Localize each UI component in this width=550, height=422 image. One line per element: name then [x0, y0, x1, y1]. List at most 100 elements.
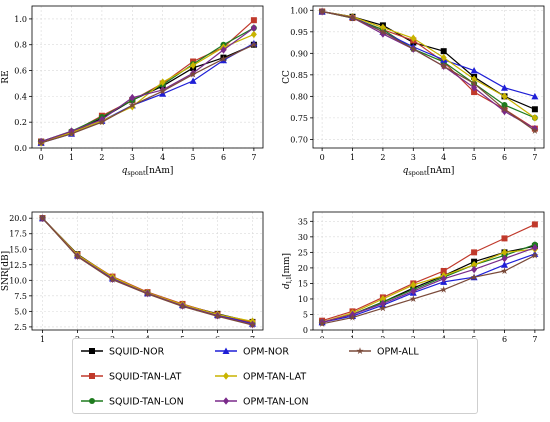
data-point-opm-all [409, 45, 417, 53]
legend-marker [222, 347, 230, 354]
series-line-opm-tan-lon [40, 27, 255, 143]
x-tick-label: 0 [39, 153, 44, 162]
y-tick-label: 0.6 [14, 67, 27, 76]
y-tick-label: 1.00 [290, 6, 308, 15]
series-line-opm-all [321, 254, 536, 325]
series-line-opm-tan-lat [40, 33, 255, 144]
series-opm-all [38, 214, 257, 329]
series-group [318, 221, 539, 327]
series-line-opm-tan-lon [321, 247, 536, 323]
y-tick-label: 0.8 [14, 41, 27, 50]
data-point-opm-all [248, 321, 257, 329]
series-group [37, 17, 258, 147]
data-point-squid-tan-lat [471, 249, 478, 256]
x-tick-label: 3 [411, 153, 416, 162]
y-tick-label: 0.2 [14, 118, 27, 127]
series-opm-nor [318, 8, 539, 100]
y-tick-label: 17.5 [9, 230, 27, 239]
y-tick-label: 5 [303, 310, 308, 319]
data-point-opm-all [159, 87, 167, 95]
y-tick-label: 7.5 [14, 292, 27, 301]
data-point-squid-tan-lat [501, 235, 508, 242]
series-line-opm-tan-lat [321, 248, 535, 323]
legend-entry: SQUID-TAN-LON [81, 397, 184, 408]
data-point-squid-tan-lon [501, 101, 508, 108]
series-line-squid-tan-lat [321, 223, 536, 322]
x-tick-label: 2 [380, 153, 385, 162]
series-squid-tan-lat [38, 17, 257, 145]
data-point-opm-all [500, 267, 509, 275]
data-point-opm-tan-lat [250, 30, 257, 39]
y-tick-label: 0 [303, 326, 308, 335]
y-tick-label: 15 [298, 279, 308, 288]
legend-marker [223, 372, 229, 380]
legend-marker [89, 398, 95, 404]
data-point-opm-tan-lat [379, 295, 386, 303]
data-point-opm-tan-lat [440, 53, 447, 62]
data-point-opm-all [250, 40, 258, 48]
series-opm-all [37, 40, 258, 146]
legend-marker [89, 373, 95, 379]
legend-svg: SQUID-NOR SQUID-TAN-LAT SQUID-TAN-LON OPM-N… [81, 347, 419, 408]
y-axis-label: SNR[dB] [1, 251, 11, 291]
x-tick-label: 6 [502, 335, 507, 344]
panel-4: 0123456705101520253035qspont[nAm]dl,l[mm… [282, 211, 545, 359]
y-tick-label: 10.0 [9, 276, 27, 285]
x-axis-label: qspont[nAm] [403, 166, 455, 177]
legend-label: SQUID-NOR [109, 347, 165, 358]
data-point-opm-tan-lat [471, 75, 478, 83]
series-line-opm-nor [322, 10, 536, 97]
data-point-opm-all [98, 118, 106, 126]
series-line-opm-all [40, 44, 255, 144]
data-point-opm-all [500, 105, 509, 113]
legend-label: SQUID-TAN-LON [109, 397, 184, 408]
y-tick-label: 12.5 [9, 261, 27, 270]
y-tick-label: 35 [298, 217, 308, 226]
data-point-opm-all [189, 70, 197, 78]
y-tick-label: 15.0 [9, 245, 27, 254]
x-tick-label: 6 [502, 153, 507, 162]
data-point-opm-all [213, 312, 222, 320]
legend-entry: OPM-ALL [349, 347, 419, 358]
data-point-opm-tan-lon [379, 299, 386, 308]
data-point-opm-tan-lon [501, 254, 508, 263]
legend-label: OPM-ALL [377, 347, 419, 358]
data-point-opm-tan-lat [410, 34, 417, 43]
legend-marker [89, 348, 95, 354]
y-tick-label: 0.95 [290, 28, 308, 37]
y-axis-label: CC [282, 70, 292, 84]
series-squid-tan-lon [38, 24, 257, 145]
x-tick-label: 0 [320, 153, 325, 162]
data-point-opm-all [67, 130, 76, 137]
panel-3: 12345672.55.07.510.012.515.017.520.0qspo… [1, 211, 264, 359]
data-point-squid-tan-lat [471, 89, 478, 96]
x-tick-label: 3 [130, 153, 135, 162]
series-line-opm-nor [42, 217, 253, 325]
y-tick-label: 0.0 [14, 144, 27, 153]
data-point-opm-tan-lat [410, 281, 417, 289]
y-tick-label: 0.90 [290, 49, 308, 58]
data-point-opm-all [531, 251, 539, 259]
data-point-opm-all [379, 304, 387, 312]
data-point-opm-tan-lat [379, 23, 386, 32]
y-tick-label: 0.70 [290, 135, 308, 144]
x-tick-label: 1 [69, 153, 74, 162]
data-point-opm-nor [470, 67, 478, 74]
series-opm-all [318, 251, 539, 327]
x-tick-label: 5 [191, 153, 196, 162]
y-axis-label: dl,l[mm] [282, 253, 293, 289]
data-point-opm-nor [531, 92, 539, 100]
data-point-squid-tan-lat [531, 221, 538, 228]
data-point-opm-tan-lon [250, 24, 257, 32]
x-tick-label: 1 [350, 153, 355, 162]
data-point-opm-all [318, 319, 326, 327]
data-point-opm-tan-lon [440, 274, 447, 283]
y-tick-label: 20 [298, 264, 308, 273]
legend-entry: OPM-NOR [215, 347, 289, 358]
legend-marker [223, 397, 229, 405]
data-point-opm-all [531, 126, 539, 134]
legend-label: OPM-TAN-LON [243, 397, 309, 408]
x-tick-label: 4 [441, 153, 446, 162]
data-point-opm-nor [500, 84, 508, 91]
series-opm-all [318, 7, 539, 134]
